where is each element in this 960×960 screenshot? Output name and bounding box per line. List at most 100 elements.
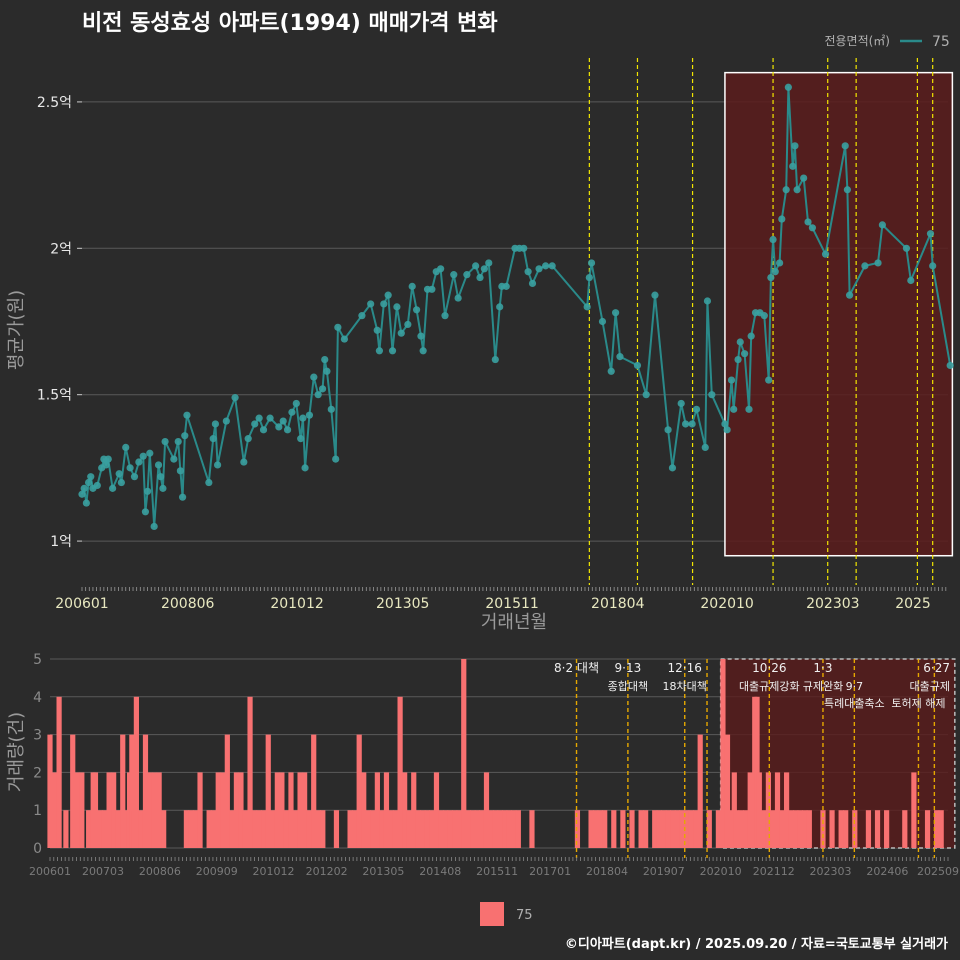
volume-bar-47: [279, 772, 285, 848]
volume-annotation-9: 9·7: [846, 680, 864, 693]
price-point-62: [340, 335, 349, 343]
volume-x-tick-label-13: 202112: [753, 865, 795, 878]
volume-bar-76: [429, 810, 435, 848]
price-point-26: [161, 437, 169, 446]
price-point-27: [170, 455, 178, 463]
price-point-99: [542, 262, 550, 270]
volume-bar-53: [306, 810, 312, 848]
price-point-21: [146, 449, 154, 457]
price-point-136: [776, 259, 784, 267]
volume-bar-97: [574, 810, 581, 848]
volume-annotation-2: 종합대책: [608, 680, 648, 693]
volume-bar-65: [379, 810, 385, 848]
volume-x-tick-label-0: 200601: [29, 865, 71, 878]
price-point-157: [946, 361, 954, 370]
volume-bar-28: [188, 810, 194, 848]
price-point-153: [902, 244, 911, 252]
volume-bar-100: [597, 810, 603, 848]
price-point-42: [255, 414, 263, 422]
volume-bar-124: [733, 810, 740, 848]
volume-bar-110: [665, 810, 671, 848]
price-point-144: [804, 218, 812, 226]
price-point-23: [154, 461, 163, 469]
price-point-106: [611, 309, 620, 317]
price-point-143: [800, 174, 808, 182]
price-point-125: [736, 338, 744, 346]
volume-bar-89: [488, 810, 494, 848]
volume-annotation-7: 1·3: [813, 661, 832, 675]
price-point-47: [283, 426, 292, 434]
volume-bar-10: [97, 810, 103, 848]
volume-y-tick-label-2: 2: [33, 765, 42, 781]
volume-policy-lines: [575, 659, 936, 858]
volume-bar-31: [206, 810, 212, 848]
price-point-70: [393, 303, 401, 311]
volume-bar-22: [142, 734, 149, 848]
price-point-140: [789, 162, 797, 170]
volume-bar-15: [120, 734, 126, 848]
price-point-24: [157, 473, 165, 481]
volume-bar-90: [492, 810, 499, 848]
volume-y-tick-label-1: 1: [33, 803, 42, 819]
price-point-134: [769, 235, 777, 244]
price-x-axis-label: 거래년월: [481, 612, 547, 633]
price-y-tick-label-3: 2.5억: [37, 95, 72, 111]
price-point-12: [115, 470, 123, 478]
price-point-57: [321, 355, 329, 364]
volume-bar-14: [115, 810, 121, 848]
price-point-71: [397, 329, 405, 337]
volume-bar-58: [347, 810, 353, 848]
price-point-50: [297, 435, 305, 443]
volume-annotation-11: 토허제 해제: [891, 696, 945, 710]
price-point-147: [841, 142, 849, 150]
volume-bar-9: [92, 772, 99, 848]
price-point-88: [485, 259, 493, 267]
price-point-41: [251, 420, 259, 428]
volume-bar-20: [133, 696, 139, 848]
price-point-154: [907, 276, 915, 285]
price-point-31: [181, 432, 189, 440]
volume-bar-21: [138, 810, 144, 848]
price-point-148: [843, 186, 852, 194]
price-point-30: [178, 493, 187, 501]
price-point-14: [122, 443, 130, 451]
price-point-115: [688, 420, 696, 428]
price-point-81: [441, 312, 449, 320]
volume-x-tick-label-16: 202509: [917, 865, 959, 878]
volume-bar-84: [465, 810, 471, 848]
volume-bar-1: [51, 772, 58, 848]
volume-bar-25: [156, 772, 162, 848]
volume-chart: 8·2 대책 9·13 종합대책 12·16 18차대책 10·26 대출규제강화 1·3 규제…: [6, 652, 959, 878]
volume-bar-46: [274, 772, 280, 848]
price-y-tick-label-2: 2억: [50, 241, 72, 257]
price-y-axis-label: 평균가(원): [6, 290, 27, 370]
volume-bar-39: [242, 810, 249, 848]
bar-legend-label: 75: [516, 908, 533, 923]
volume-bar-121: [724, 734, 731, 848]
price-y-tick-label-1: 1.5억: [37, 388, 72, 404]
volume-bar-44: [265, 734, 271, 848]
volume-bar-82: [456, 810, 462, 848]
volume-bar-52: [302, 772, 308, 848]
volume-bar-72: [411, 772, 417, 848]
price-point-141: [791, 142, 799, 150]
volume-bar-101: [602, 810, 608, 848]
volume-annotation-12: 6·27: [923, 661, 950, 675]
price-point-45: [275, 423, 283, 431]
price-point-56: [318, 385, 327, 393]
volume-annotation-4: 18차대책: [663, 680, 707, 693]
price-x-tick-label-4: 201511: [485, 596, 538, 612]
volume-y-tick-label-3: 3: [33, 728, 42, 744]
price-point-49: [292, 399, 300, 408]
volume-annotations: 8·2 대책 9·13 종합대책 12·16 18차대책 10·26 대출규제강화 1·3 규제…: [554, 660, 950, 710]
volume-bar-67: [388, 810, 394, 848]
price-point-120: [721, 420, 729, 428]
volume-bar-38: [238, 772, 244, 848]
volume-bar-40: [247, 696, 253, 848]
price-point-6: [93, 481, 101, 490]
price-point-18: [139, 452, 147, 460]
price-point-68: [384, 291, 392, 299]
volume-bar-98: [588, 810, 594, 848]
price-point-87: [480, 265, 488, 273]
